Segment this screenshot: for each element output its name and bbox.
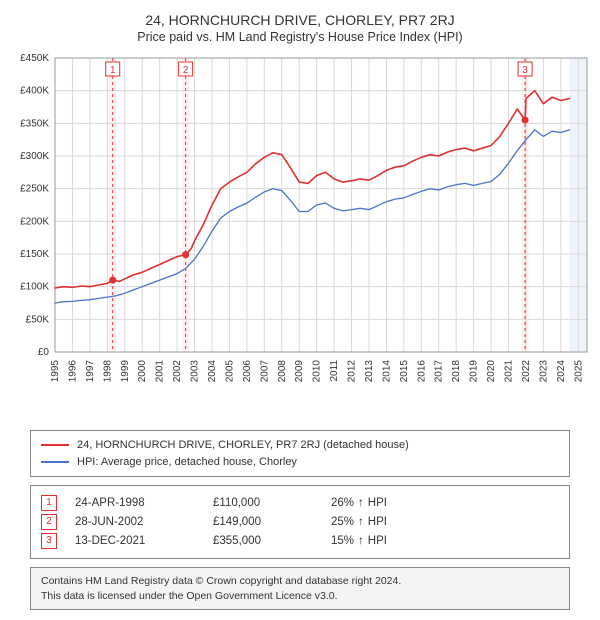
sale-date: 28-JUN-2002: [75, 516, 195, 528]
sale-row: 2 28-JUN-2002 £149,000 25% ↑ HPI: [41, 514, 559, 530]
attribution: Contains HM Land Registry data © Crown c…: [30, 567, 570, 610]
svg-text:2017: 2017: [434, 360, 445, 383]
svg-text:1996: 1996: [67, 360, 78, 383]
svg-text:1999: 1999: [120, 360, 131, 383]
svg-text:2011: 2011: [329, 360, 340, 382]
sale-badge: 2: [41, 514, 57, 530]
svg-text:2025: 2025: [573, 360, 584, 383]
svg-text:2004: 2004: [207, 360, 218, 383]
arrow-up-icon: ↑: [358, 535, 364, 547]
sale-price: £110,000: [213, 497, 313, 509]
chart: £0 £50K £100K £150K £200K £250K £300K £350K £400…: [7, 52, 593, 422]
sale-price: £355,000: [213, 535, 313, 547]
attribution-line: This data is licensed under the Open Gov…: [41, 589, 559, 604]
svg-text:2016: 2016: [416, 360, 427, 383]
sale-date: 24-APR-1998: [75, 497, 195, 509]
sale-marker: [182, 251, 189, 258]
sale-date: 13-DEC-2021: [75, 535, 195, 547]
svg-text:2002: 2002: [172, 360, 183, 383]
legend-item: HPI: Average price, detached house, Chor…: [41, 454, 559, 471]
legend-label: 24, HORNCHURCH DRIVE, CHORLEY, PR7 2RJ (…: [77, 437, 409, 454]
chart-container: 24, HORNCHURCH DRIVE, CHORLEY, PR7 2RJ P…: [0, 0, 600, 610]
sale-delta-suffix: HPI: [368, 535, 387, 547]
svg-text:£100K: £100K: [20, 282, 49, 293]
series-price_paid: [55, 91, 570, 288]
sale-delta: 25% ↑ HPI: [331, 516, 387, 528]
chart-svg: £0 £50K £100K £150K £200K £250K £300K £350K £400…: [7, 52, 593, 422]
svg-text:2014: 2014: [381, 360, 392, 383]
sale-row: 1 24-APR-1998 £110,000 26% ↑ HPI: [41, 495, 559, 511]
svg-text:2012: 2012: [347, 360, 358, 383]
svg-text:2007: 2007: [259, 360, 270, 383]
svg-text:£400K: £400K: [20, 86, 49, 97]
attribution-line: Contains HM Land Registry data © Crown c…: [41, 574, 559, 589]
sale-delta-suffix: HPI: [368, 516, 387, 528]
sale-delta-pct: 15%: [331, 535, 354, 547]
legend-label: HPI: Average price, detached house, Chor…: [77, 454, 297, 471]
svg-text:1995: 1995: [50, 360, 61, 383]
legend: 24, HORNCHURCH DRIVE, CHORLEY, PR7 2RJ (…: [30, 430, 570, 477]
svg-text:£0: £0: [38, 347, 50, 358]
arrow-up-icon: ↑: [358, 497, 364, 509]
sale-delta-pct: 26%: [331, 497, 354, 509]
svg-text:2021: 2021: [504, 360, 515, 383]
svg-text:2024: 2024: [556, 360, 567, 383]
svg-text:£150K: £150K: [20, 249, 49, 260]
page-subtitle: Price paid vs. HM Land Registry's House …: [6, 30, 594, 44]
sales-list: 1 24-APR-1998 £110,000 26% ↑ HPI 2 28-JUN-2002 £…: [30, 485, 570, 559]
svg-text:2022: 2022: [521, 360, 532, 383]
arrow-up-icon: ↑: [358, 516, 364, 528]
svg-text:£200K: £200K: [20, 216, 49, 227]
svg-text:1: 1: [110, 65, 116, 76]
sale-badge: 3: [41, 533, 57, 549]
svg-text:2019: 2019: [469, 360, 480, 383]
sale-badge: 1: [41, 495, 57, 511]
sale-delta-suffix: HPI: [368, 497, 387, 509]
sale-delta: 26% ↑ HPI: [331, 497, 387, 509]
sale-delta-pct: 25%: [331, 516, 354, 528]
svg-text:2: 2: [183, 65, 189, 76]
svg-text:£50K: £50K: [26, 314, 50, 325]
svg-text:£300K: £300K: [20, 151, 49, 162]
svg-text:2006: 2006: [242, 360, 253, 383]
svg-text:2009: 2009: [294, 360, 305, 383]
svg-text:2013: 2013: [364, 360, 375, 383]
page-title: 24, HORNCHURCH DRIVE, CHORLEY, PR7 2RJ: [6, 12, 594, 28]
svg-text:2003: 2003: [190, 360, 201, 383]
sale-delta: 15% ↑ HPI: [331, 535, 387, 547]
legend-item: 24, HORNCHURCH DRIVE, CHORLEY, PR7 2RJ (…: [41, 437, 559, 454]
svg-text:2008: 2008: [277, 360, 288, 383]
svg-text:2005: 2005: [224, 360, 235, 383]
sale-marker: [522, 117, 529, 124]
svg-text:1997: 1997: [85, 360, 96, 383]
svg-text:3: 3: [522, 65, 528, 76]
svg-text:£350K: £350K: [20, 118, 49, 129]
svg-text:2010: 2010: [312, 360, 323, 383]
svg-text:2023: 2023: [538, 360, 549, 383]
svg-text:2020: 2020: [486, 360, 497, 383]
svg-text:2015: 2015: [399, 360, 410, 383]
svg-text:2000: 2000: [137, 360, 148, 383]
svg-text:£250K: £250K: [20, 184, 49, 195]
sale-row: 3 13-DEC-2021 £355,000 15% ↑ HPI: [41, 533, 559, 549]
sale-marker: [109, 277, 116, 284]
svg-text:£450K: £450K: [20, 53, 49, 64]
svg-text:1998: 1998: [102, 360, 113, 383]
svg-text:2001: 2001: [155, 360, 166, 383]
legend-swatch: [41, 444, 69, 446]
legend-swatch: [41, 461, 69, 463]
svg-text:2018: 2018: [451, 360, 462, 383]
sale-price: £149,000: [213, 516, 313, 528]
